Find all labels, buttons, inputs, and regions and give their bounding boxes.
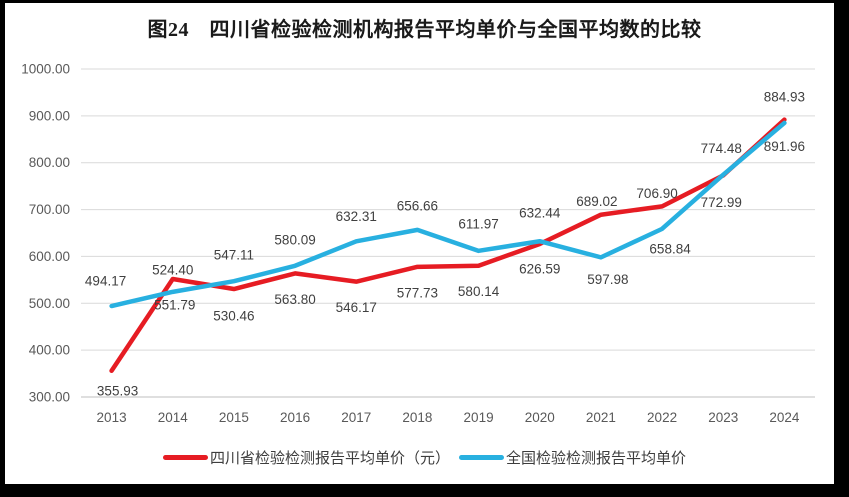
svg-text:600.00: 600.00 [29,249,70,264]
legend-swatch-sichuan-red-line-icon [162,455,208,460]
svg-text:2017: 2017 [341,410,371,425]
svg-text:580.14: 580.14 [458,284,500,299]
legend-label-sichuan: 四川省检验检测报告平均单价（元） [209,450,450,467]
svg-text:626.59: 626.59 [519,261,560,276]
chart-title: 图24 四川省检验检测机构报告平均单价与全国平均数的比较 [147,19,702,41]
svg-text:2024: 2024 [769,410,800,425]
svg-text:611.97: 611.97 [458,216,498,231]
legend-item-sichuan: 四川省检验检测报告平均单价（元） [162,447,450,468]
svg-text:774.48: 774.48 [701,141,742,156]
x-axis-tick-labels: 2013 2014 2015 2016 2017 2018 2019 2020 2021 2022… [97,410,800,425]
svg-text:500.00: 500.00 [29,296,70,311]
svg-text:2014: 2014 [158,410,189,425]
legend-label-national: 全国检验检测报告平均单价 [506,450,687,467]
svg-text:2022: 2022 [647,410,677,425]
svg-text:547.11: 547.11 [214,248,254,263]
svg-text:1000.00: 1000.00 [21,62,70,77]
data-labels-series-0: 355.93 551.79 530.46 563.80 546.17 577.73 580.… [97,139,805,398]
svg-text:2019: 2019 [464,410,494,425]
svg-text:772.99: 772.99 [701,195,742,210]
svg-text:2013: 2013 [97,410,127,425]
svg-text:658.84: 658.84 [649,241,691,256]
svg-text:563.80: 563.80 [274,292,315,307]
chart-legend: 四川省检验检测报告平均单价（元） 全国检验检测报告平均单价 [0,447,849,468]
svg-text:800.00: 800.00 [29,155,70,170]
svg-text:700.00: 700.00 [29,202,70,217]
svg-text:524.40: 524.40 [152,262,193,277]
svg-text:2015: 2015 [219,410,249,425]
series-line-0 [109,117,787,374]
svg-text:632.31: 632.31 [336,209,377,224]
chart-canvas [5,3,834,484]
gridlines [81,68,815,398]
svg-text:597.98: 597.98 [587,272,628,287]
svg-text:494.17: 494.17 [85,274,126,289]
svg-text:706.90: 706.90 [636,186,677,201]
data-labels-series-1: 494.17 524.40 547.11 580.09 632.31 656.66 611.… [85,89,805,288]
svg-text:300.00: 300.00 [29,390,70,405]
svg-text:400.00: 400.00 [29,343,70,358]
svg-text:632.44: 632.44 [519,206,561,221]
svg-text:551.79: 551.79 [154,298,195,313]
svg-text:2021: 2021 [586,410,616,425]
svg-text:2016: 2016 [280,410,310,425]
y-axis-tick-labels: 1000.00 900.00 800.00 700.00 600.00 500.00 400… [21,62,70,405]
svg-text:580.09: 580.09 [274,232,315,247]
svg-text:355.93: 355.93 [97,383,138,398]
svg-text:546.17: 546.17 [336,300,377,315]
svg-text:2023: 2023 [708,410,738,425]
svg-text:2020: 2020 [525,410,555,425]
svg-text:2018: 2018 [402,410,432,425]
svg-text:577.73: 577.73 [397,285,438,300]
svg-text:884.93: 884.93 [764,89,805,104]
svg-text:530.46: 530.46 [213,309,254,324]
svg-text:891.96: 891.96 [764,139,805,154]
legend-swatch-national-blue-line-icon [459,455,504,460]
legend-item-national: 全国检验检测报告平均单价 [459,447,686,468]
series-line-1 [109,120,787,309]
svg-text:656.66: 656.66 [397,198,438,213]
svg-text:900.00: 900.00 [29,108,70,123]
svg-text:689.02: 689.02 [576,194,617,209]
